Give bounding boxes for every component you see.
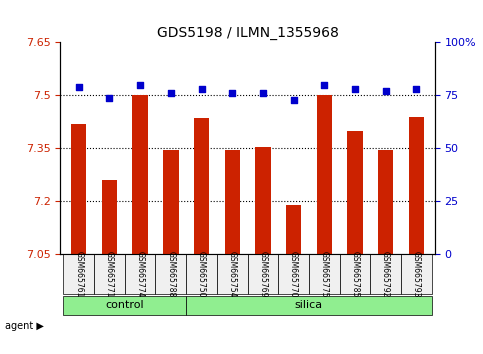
FancyBboxPatch shape xyxy=(248,255,278,294)
Point xyxy=(75,84,83,90)
FancyBboxPatch shape xyxy=(125,255,156,294)
Text: GSM665761: GSM665761 xyxy=(74,251,83,297)
Point xyxy=(198,86,205,92)
Point xyxy=(106,95,114,101)
FancyBboxPatch shape xyxy=(63,255,94,294)
Point xyxy=(320,82,328,88)
FancyBboxPatch shape xyxy=(401,255,432,294)
Bar xyxy=(225,150,240,255)
Bar xyxy=(163,150,179,255)
Text: agent ▶: agent ▶ xyxy=(5,321,43,331)
Text: GSM665793: GSM665793 xyxy=(412,251,421,297)
Text: GSM665770: GSM665770 xyxy=(289,251,298,297)
FancyBboxPatch shape xyxy=(309,255,340,294)
Point xyxy=(290,97,298,103)
FancyBboxPatch shape xyxy=(186,255,217,294)
Text: silica: silica xyxy=(295,300,323,310)
Text: GSM665771: GSM665771 xyxy=(105,251,114,297)
Bar xyxy=(194,119,209,255)
FancyBboxPatch shape xyxy=(370,255,401,294)
Bar xyxy=(286,205,301,255)
Text: GSM665775: GSM665775 xyxy=(320,251,329,297)
Bar xyxy=(409,117,424,255)
Point xyxy=(412,86,420,92)
Title: GDS5198 / ILMN_1355968: GDS5198 / ILMN_1355968 xyxy=(156,26,339,40)
Bar xyxy=(378,150,393,255)
Text: GSM665769: GSM665769 xyxy=(258,251,268,297)
Bar xyxy=(71,124,86,255)
FancyBboxPatch shape xyxy=(186,296,432,315)
Bar xyxy=(347,131,363,255)
Point xyxy=(228,91,236,96)
FancyBboxPatch shape xyxy=(94,255,125,294)
Bar xyxy=(316,96,332,255)
Bar xyxy=(132,96,148,255)
Point xyxy=(382,88,389,94)
Text: GSM665785: GSM665785 xyxy=(351,251,359,297)
Point xyxy=(167,91,175,96)
Point xyxy=(351,86,359,92)
Bar xyxy=(255,147,270,255)
Point xyxy=(259,91,267,96)
FancyBboxPatch shape xyxy=(63,296,186,315)
FancyBboxPatch shape xyxy=(156,255,186,294)
Point xyxy=(136,82,144,88)
FancyBboxPatch shape xyxy=(340,255,370,294)
Text: GSM665788: GSM665788 xyxy=(166,251,175,297)
FancyBboxPatch shape xyxy=(278,255,309,294)
Text: GSM665754: GSM665754 xyxy=(227,251,237,297)
FancyBboxPatch shape xyxy=(217,255,248,294)
Text: GSM665792: GSM665792 xyxy=(381,251,390,297)
Text: GSM665774: GSM665774 xyxy=(136,251,144,297)
Text: GSM665750: GSM665750 xyxy=(197,251,206,297)
Bar xyxy=(102,180,117,255)
Text: control: control xyxy=(105,300,144,310)
